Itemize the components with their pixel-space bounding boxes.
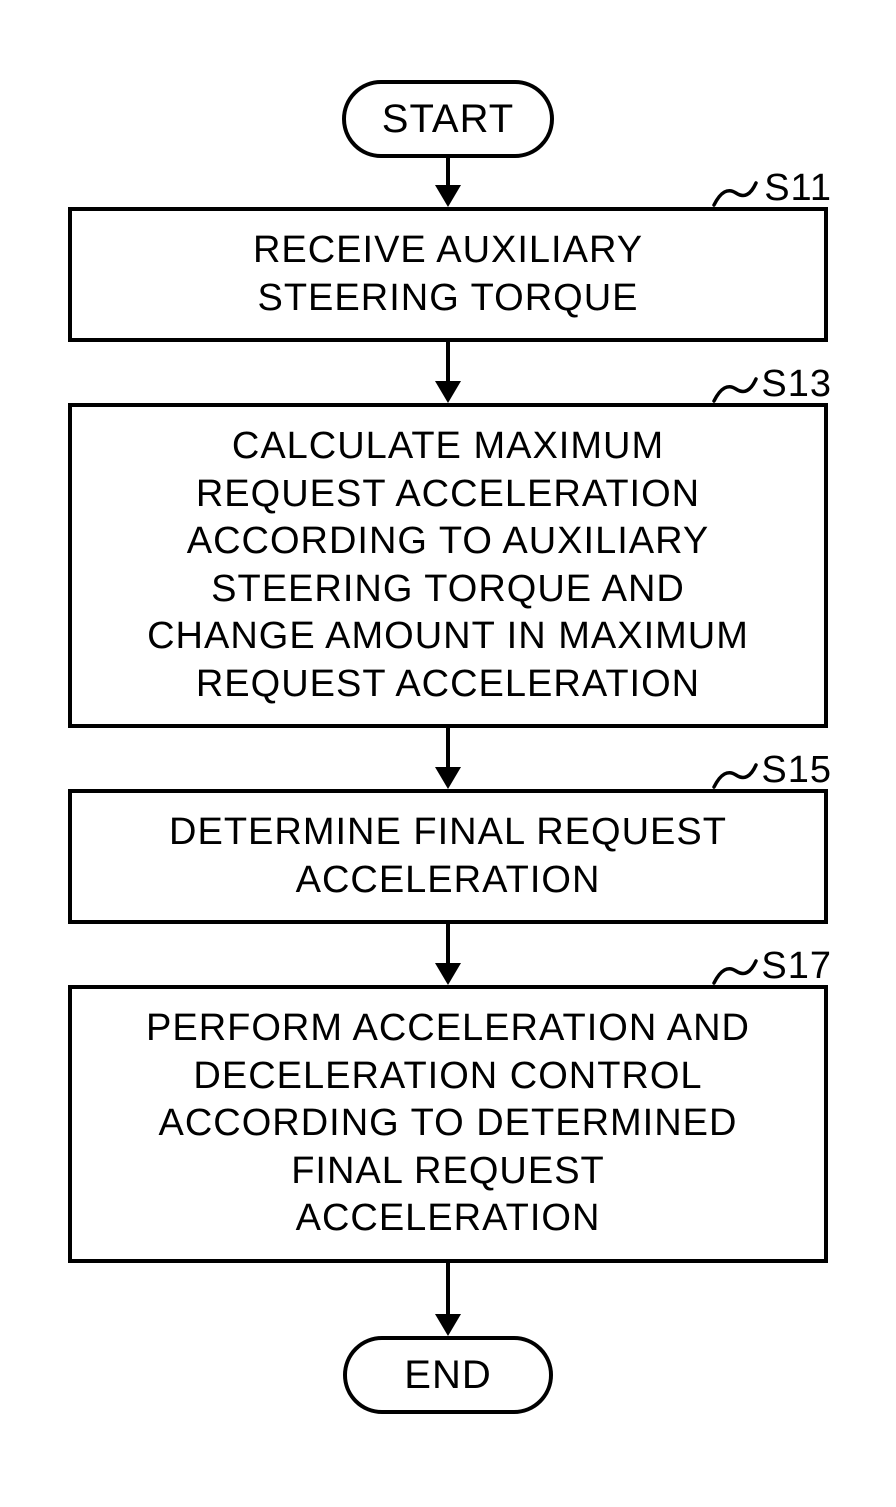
step-label-s17: S17 xyxy=(761,945,832,988)
step-label-s11: S11 xyxy=(764,167,832,210)
arrow-start-s11 xyxy=(435,158,461,207)
arrow-line xyxy=(446,158,450,186)
step-label-s13: S13 xyxy=(761,363,832,406)
arrow-head-icon xyxy=(435,767,461,789)
label-curve-icon xyxy=(712,179,758,209)
process-s13: S13 CALCULATE MAXIMUM REQUEST ACCELERATI… xyxy=(68,403,828,728)
arrow-s11-s13 xyxy=(435,342,461,403)
arrow-head-icon xyxy=(435,1314,461,1336)
process-s17: S17 PERFORM ACCELERATION AND DECELERATIO… xyxy=(68,985,828,1263)
process-text: PERFORM ACCELERATION AND DECELERATION CO… xyxy=(146,1005,750,1243)
arrow-s15-s17 xyxy=(435,924,461,985)
arrow-s13-s15 xyxy=(435,728,461,789)
arrow-s17-end xyxy=(435,1263,461,1336)
end-text: END xyxy=(404,1350,491,1400)
process-text: CALCULATE MAXIMUM REQUEST ACCELERATION A… xyxy=(147,423,749,708)
arrow-head-icon xyxy=(435,185,461,207)
label-curve-icon xyxy=(712,375,758,405)
start-terminator: START xyxy=(342,80,554,158)
label-curve-icon xyxy=(712,957,758,987)
process-text: DETERMINE FINAL REQUEST ACCELERATION xyxy=(169,809,727,904)
label-curve-icon xyxy=(712,761,758,791)
arrow-head-icon xyxy=(435,381,461,403)
process-s11: S11 RECEIVE AUXILIARY STEERING TORQUE xyxy=(68,207,828,342)
step-label-s15: S15 xyxy=(761,749,832,792)
process-text: RECEIVE AUXILIARY STEERING TORQUE xyxy=(253,227,643,322)
arrow-line xyxy=(446,924,450,964)
end-terminator: END xyxy=(343,1336,553,1414)
arrow-line xyxy=(446,1263,450,1315)
flowchart-container: START S11 RECEIVE AUXILIARY STEERING TOR… xyxy=(68,80,828,1414)
process-s15: S15 DETERMINE FINAL REQUEST ACCELERATION xyxy=(68,789,828,924)
arrow-line xyxy=(446,728,450,768)
arrow-head-icon xyxy=(435,963,461,985)
arrow-line xyxy=(446,342,450,382)
start-text: START xyxy=(382,94,514,144)
